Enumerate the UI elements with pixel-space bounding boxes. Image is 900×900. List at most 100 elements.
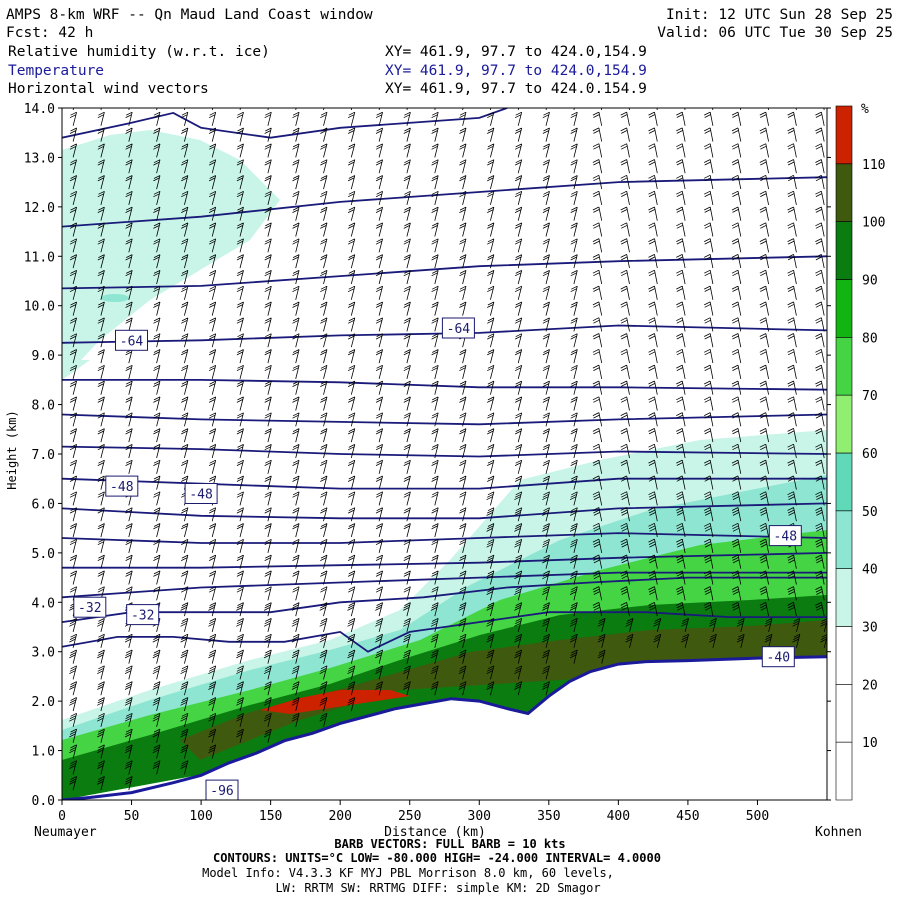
wind-barb <box>375 507 383 522</box>
wind-barb <box>731 174 742 190</box>
wind-barb <box>97 776 105 791</box>
wind-barb <box>570 270 578 285</box>
wind-barb <box>676 317 686 332</box>
wind-barb <box>264 459 272 474</box>
wind-barb <box>292 285 300 300</box>
wind-barb <box>592 127 603 142</box>
wind-barb <box>403 570 411 585</box>
wind-barb <box>592 380 603 395</box>
contour-label-box <box>768 525 802 547</box>
colorbar-level-label: 40 <box>862 563 878 578</box>
wind-barb <box>704 396 714 411</box>
wind-barb <box>486 507 495 522</box>
wind-barb <box>676 380 686 395</box>
wind-barb <box>292 333 300 348</box>
y-tick-label: 8.0 <box>32 399 55 414</box>
temperature-contour-line <box>62 611 827 653</box>
wind-barb <box>403 317 411 332</box>
wind-barb <box>375 333 383 348</box>
wind-barb <box>375 491 383 506</box>
wind-barb <box>320 222 328 237</box>
wind-barb <box>592 111 603 126</box>
wind-barb <box>815 333 825 348</box>
wind-barb <box>208 728 217 743</box>
wind-barb <box>459 238 467 253</box>
wind-barb <box>69 538 77 553</box>
temperature-contour-line <box>62 108 508 139</box>
wind-barb <box>731 380 742 395</box>
wind-barb <box>787 111 797 126</box>
wind-barb <box>759 380 769 395</box>
wind-barb <box>487 475 495 490</box>
wind-barb <box>459 190 467 205</box>
wind-barb <box>514 444 523 459</box>
wind-barb <box>487 380 495 395</box>
wind-barb <box>620 254 630 269</box>
wind-barb <box>124 760 133 775</box>
wind-barb <box>542 222 550 237</box>
wind-barb <box>292 206 300 221</box>
wind-barb <box>292 428 300 443</box>
wind-barb <box>97 649 105 664</box>
wind-barb <box>731 522 742 538</box>
wind-barb <box>709 633 717 648</box>
wind-barb <box>403 396 411 411</box>
wind-barb <box>320 523 328 538</box>
rh-upper-moist-edge <box>62 360 90 420</box>
wind-barb <box>320 364 328 379</box>
wind-barb <box>264 333 272 348</box>
wind-barb <box>570 333 578 348</box>
wind-barb <box>125 190 133 205</box>
wind-barb <box>430 633 439 648</box>
wind-barb <box>208 712 217 727</box>
x-tick-label: 350 <box>537 809 560 824</box>
wind-barb <box>153 301 161 316</box>
wind-barb <box>459 143 467 158</box>
wind-barb <box>319 697 328 712</box>
wind-barb <box>403 238 411 253</box>
wind-barb <box>431 538 439 553</box>
wind-barb <box>620 459 630 474</box>
colorbar-unit: % <box>861 102 869 117</box>
wind-barb <box>347 602 356 617</box>
wind-barb <box>514 586 523 601</box>
wind-barb <box>431 190 439 205</box>
wind-barb <box>676 538 686 553</box>
wind-barb <box>676 285 686 300</box>
wind-barb <box>264 444 272 459</box>
wind-barb <box>542 270 550 285</box>
wind-barb <box>236 364 244 379</box>
wind-barb <box>704 317 714 332</box>
wind-barb <box>731 428 742 443</box>
wind-barb <box>815 602 825 617</box>
wind-barb <box>69 428 77 443</box>
wind-barb <box>542 475 550 490</box>
wind-barb <box>320 491 328 506</box>
wind-barb <box>263 633 272 648</box>
wind-barb <box>375 444 383 459</box>
colorbar-level-label: 110 <box>862 158 885 173</box>
wind-barb <box>403 349 411 364</box>
wind-barb <box>542 570 550 585</box>
wind-barb <box>815 222 825 237</box>
wind-barb <box>236 602 244 617</box>
wind-barb <box>787 602 797 617</box>
terrain-outline <box>62 655 827 800</box>
wind-barb <box>236 554 244 569</box>
wind-barb <box>347 459 356 474</box>
wind-barb <box>704 443 714 459</box>
x-axis-label: Distance (km) <box>384 825 486 840</box>
wind-barb <box>208 159 217 174</box>
wind-barb <box>648 127 658 142</box>
wind-barb <box>125 364 133 379</box>
wind-barb <box>97 380 105 395</box>
wind-barb <box>704 491 714 506</box>
wind-barb <box>431 285 439 300</box>
wind-barb <box>375 586 383 601</box>
wind-barb <box>181 586 189 601</box>
wind-barb <box>403 333 411 348</box>
wind-barb <box>69 190 77 205</box>
rh-small-pocket <box>101 294 129 302</box>
wind-barb <box>403 159 411 174</box>
wind-barb <box>625 618 634 633</box>
